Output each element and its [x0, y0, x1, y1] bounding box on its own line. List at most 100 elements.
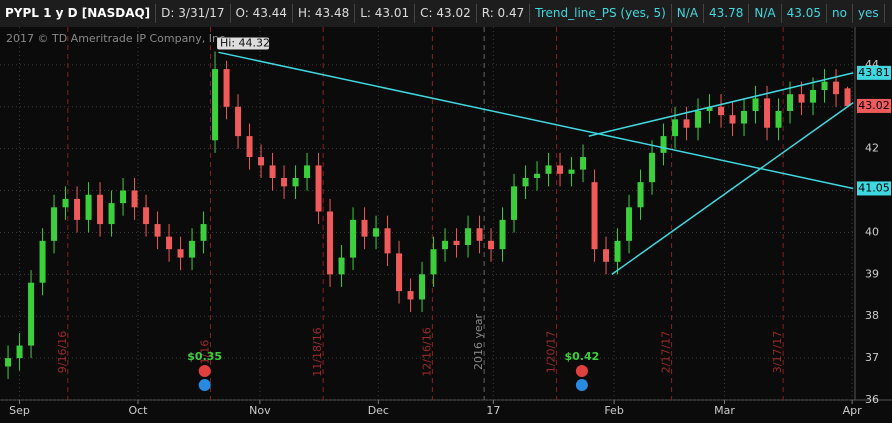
candle-body: [327, 211, 334, 275]
candle-body: [120, 190, 127, 204]
candle-body: [407, 291, 414, 300]
candle-body: [396, 253, 403, 292]
candle-body: [453, 240, 460, 246]
chart: 363738394041424344SepOctNovDec17FebMarAp…: [0, 27, 892, 417]
price-label: 43.02: [858, 99, 890, 112]
header-item: O: 43.44: [231, 4, 293, 23]
candle-body: [131, 190, 138, 208]
candle-body: [672, 119, 679, 137]
date-label: 1/20/17: [545, 331, 558, 373]
y-tick-label: 38: [865, 309, 879, 322]
candle-body: [258, 157, 265, 166]
date-label: 2/17/17: [660, 331, 673, 373]
candle-body: [189, 240, 196, 258]
candle-body: [764, 98, 771, 128]
candle-body: [810, 90, 817, 103]
event-icon: [198, 365, 211, 377]
candle-body: [476, 228, 483, 241]
candle-body: [603, 249, 610, 262]
price-label: 43.81: [858, 66, 890, 79]
event-label: $0.35: [187, 350, 222, 363]
header-item: C: 43.02: [415, 4, 477, 23]
candle-body: [534, 173, 541, 178]
x-tick-label: Apr: [843, 404, 863, 417]
header-item: 43.78: [704, 4, 750, 23]
date-label: 3/17/17: [771, 331, 784, 373]
candle-body: [28, 282, 35, 346]
candle-body: [649, 152, 656, 183]
y-tick-label: 42: [865, 142, 879, 155]
header-item: 43.05: [782, 4, 827, 23]
candle-body: [304, 165, 311, 178]
x-tick-label: Oct: [128, 404, 148, 417]
x-tick-label: Mar: [714, 404, 735, 417]
candle-body: [97, 194, 104, 225]
candle-body: [741, 110, 748, 124]
candle-body: [821, 81, 828, 91]
x-tick-label: Nov: [249, 404, 271, 417]
x-tick-label: Dec: [368, 404, 389, 417]
candle-body: [545, 165, 552, 174]
candle-body: [223, 69, 230, 107]
event-icon: [198, 379, 211, 391]
header-item: Trend_line_PS (yes, 5): [530, 4, 672, 23]
header-item: no: [827, 4, 853, 23]
candle-body: [338, 257, 345, 275]
candle-body: [718, 106, 725, 116]
date-label: 11/18/16: [311, 327, 324, 376]
candle-body: [614, 240, 621, 262]
price-label-box: [857, 181, 891, 196]
x-tick-label: Feb: [604, 404, 623, 417]
trend-line: [611, 101, 854, 275]
candle-body: [695, 110, 702, 128]
price-label: 41.05: [858, 181, 890, 194]
candle-body: [16, 345, 23, 359]
candle-body: [361, 219, 368, 237]
candle-body: [591, 182, 598, 250]
candle-body: [154, 224, 161, 237]
annotation: Hi: 44.32: [220, 36, 270, 49]
y-tick-label: 39: [865, 267, 879, 280]
trend-line: [588, 72, 854, 137]
candle-body: [419, 274, 426, 300]
date-label: 12/16/16: [420, 327, 433, 376]
candle-body: [292, 177, 299, 187]
header-item: H: 43.48: [293, 4, 356, 23]
candle-body: [74, 198, 81, 220]
y-tick-label: 37: [865, 351, 879, 364]
candle-body: [51, 207, 58, 241]
candle-body: [580, 157, 587, 170]
candle-body: [315, 165, 322, 212]
price-label-box: [857, 98, 891, 113]
year-label: 2016 year: [472, 314, 485, 371]
candle-body: [798, 94, 805, 103]
candle-body: [143, 207, 150, 225]
candle-body: [557, 165, 564, 174]
candle-body: [787, 94, 794, 111]
candle-body: [511, 186, 518, 220]
candle-body: [166, 236, 173, 250]
candle-body: [246, 136, 253, 158]
candle-body: [833, 81, 840, 95]
candle-body: [442, 240, 449, 250]
event-icon: [575, 379, 588, 391]
candle-body: [488, 240, 495, 250]
candle-body: [706, 106, 713, 111]
copyright: 2017 © TD Ameritrade IP Company, Inc.: [6, 32, 229, 45]
candle-body: [269, 165, 276, 178]
candle-body: [522, 177, 529, 187]
candle-body: [465, 228, 472, 246]
header-item: yes: [853, 4, 885, 23]
header-item: PYPL 1 y D [NASDAQ]: [0, 4, 157, 23]
x-tick-label: 17: [486, 404, 500, 417]
candle-body: [85, 194, 92, 220]
candle-body: [39, 240, 46, 283]
candle-body: [499, 219, 506, 250]
candle-body: [373, 228, 380, 237]
header-item: N/A: [672, 4, 705, 23]
x-tick-label: Sep: [9, 404, 30, 417]
price-label-box: [857, 65, 891, 80]
candle-body: [729, 115, 736, 124]
header-item: R: 0.47: [477, 4, 531, 23]
